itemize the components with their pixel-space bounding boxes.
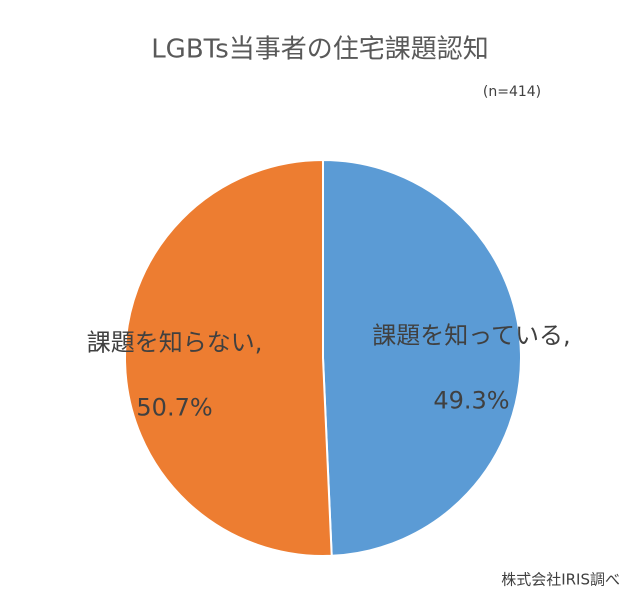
chart-title: LGBTs当事者の住宅課題認知 [151, 35, 489, 65]
slice-label: 課題を知らない, [87, 328, 263, 356]
source-note: 株式会社IRIS調べ [501, 571, 620, 589]
pie-slice [124, 158, 333, 557]
pie-slice [322, 158, 523, 557]
slice-value-label: 49.3% [433, 387, 509, 415]
slice-label: 課題を知っている, [372, 322, 570, 350]
slice-value-label: 50.7% [136, 393, 212, 421]
chart-subtitle: (n=414) [483, 84, 541, 100]
